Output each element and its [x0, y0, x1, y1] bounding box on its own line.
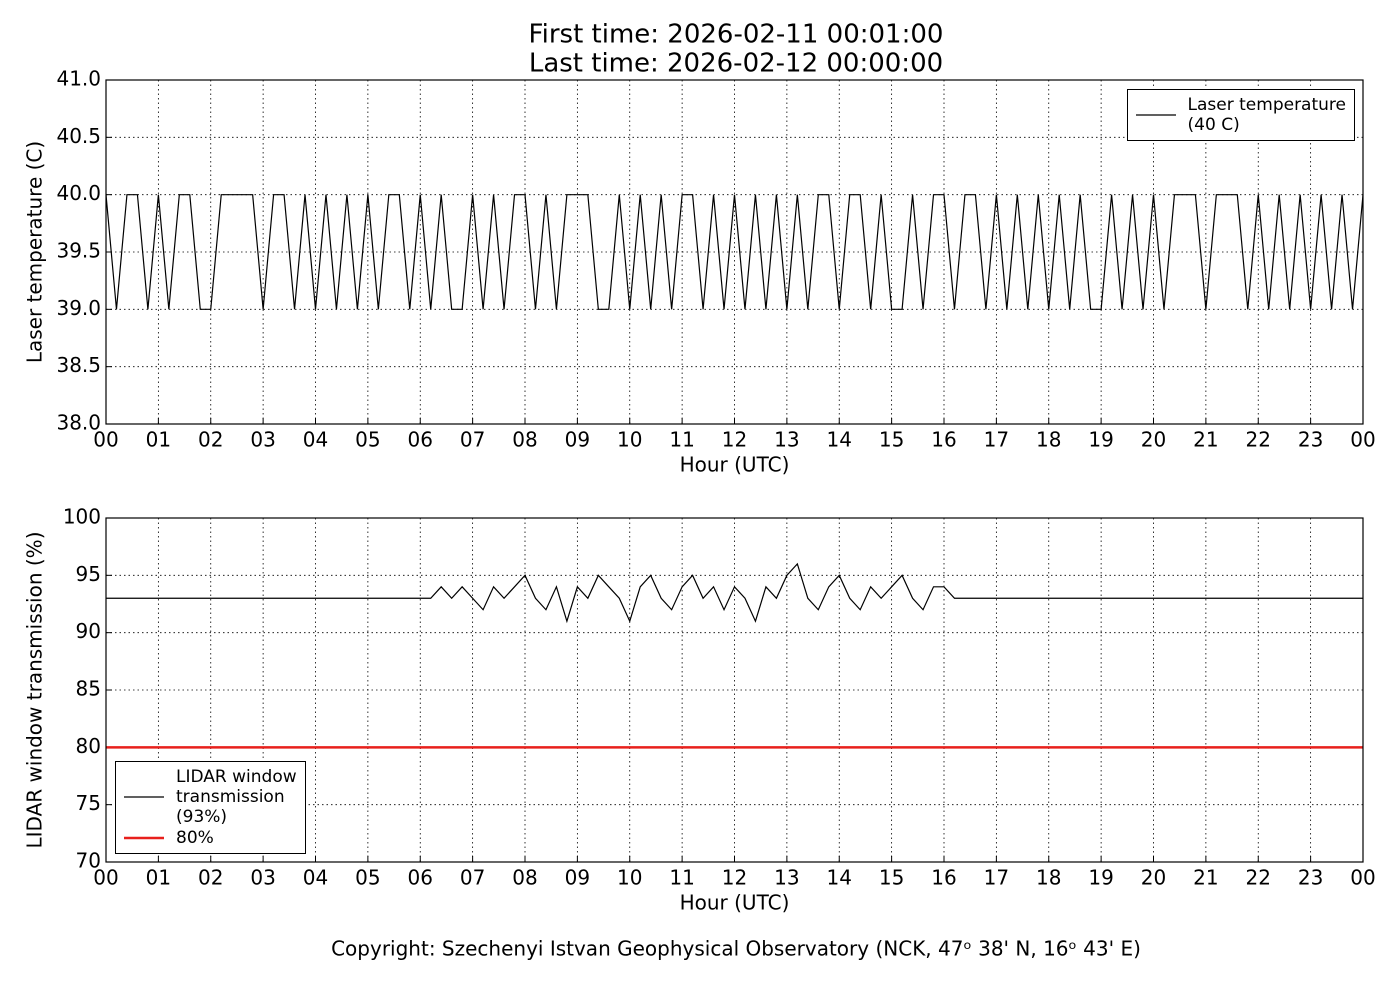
x-tick-label: 19: [1088, 428, 1113, 452]
series-line: [106, 562, 1363, 624]
x-tick-label: 08: [512, 866, 537, 890]
x-tick-label: 07: [460, 866, 485, 890]
x-tick-label: 22: [1246, 428, 1271, 452]
y-axis-label: LIDAR window transmission (%): [23, 532, 47, 849]
legend-entry: LIDAR window transmission (93%): [124, 767, 297, 827]
footer: Copyright: Szechenyi Istvan Geophysical …: [331, 937, 1141, 961]
y-tick-label: 100: [63, 505, 101, 529]
x-tick-label: 01: [146, 866, 171, 890]
x-tick-label: 14: [827, 428, 852, 452]
x-tick-label: 21: [1193, 866, 1218, 890]
x-tick-label: 18: [1036, 428, 1061, 452]
x-tick-label: 13: [774, 866, 799, 890]
y-tick-label: 80: [76, 734, 101, 758]
x-tick-label: 23: [1298, 428, 1323, 452]
x-axis-label: Hour (UTC): [680, 891, 790, 915]
x-tick-label: 10: [617, 428, 642, 452]
y-tick-label: 38.5: [56, 353, 101, 377]
legend: Laser temperature (40 C): [1126, 89, 1355, 141]
legend-label: LIDAR window transmission (93%): [176, 767, 297, 827]
x-tick-label: 03: [250, 866, 275, 890]
y-tick-label: 90: [76, 619, 101, 643]
x-tick-label: 11: [669, 428, 694, 452]
x-tick-label: 00: [1350, 428, 1375, 452]
axes-frame: [105, 79, 1364, 425]
x-tick-label: 15: [879, 428, 904, 452]
chart-subtitle: Last time: 2026-02-12 00:00:00: [529, 49, 943, 79]
x-tick-label: 03: [250, 428, 275, 452]
y-tick-label: 41.0: [56, 67, 101, 91]
series-line: [106, 194, 1363, 310]
x-tick-label: 10: [617, 866, 642, 890]
x-tick-label: 05: [355, 428, 380, 452]
legend-label: 80%: [176, 828, 214, 848]
x-tick-label: 02: [198, 866, 223, 890]
y-tick-label: 70: [76, 849, 101, 873]
x-tick-label: 07: [460, 428, 485, 452]
x-tick-label: 17: [984, 866, 1009, 890]
x-tick-label: 17: [984, 428, 1009, 452]
y-tick-label: 95: [76, 562, 101, 586]
x-tick-label: 06: [408, 428, 433, 452]
x-tick-label: 20: [1141, 428, 1166, 452]
y-tick-label: 40.5: [56, 124, 101, 148]
legend-entry: Laser temperature (40 C): [1135, 95, 1346, 135]
x-tick-label: 23: [1298, 866, 1323, 890]
x-tick-label: 04: [303, 866, 328, 890]
y-tick-label: 85: [76, 677, 101, 701]
y-tick-label: 39.0: [56, 296, 101, 320]
x-tick-label: 13: [774, 428, 799, 452]
x-tick-label: 01: [146, 428, 171, 452]
x-tick-label: 15: [879, 866, 904, 890]
x-tick-label: 00: [93, 428, 118, 452]
legend-label: Laser temperature (40 C): [1187, 95, 1346, 135]
legend-entry: 80%: [124, 828, 297, 848]
x-tick-label: 22: [1246, 866, 1271, 890]
x-tick-label: 05: [355, 866, 380, 890]
y-axis-label: Laser temperature (C): [23, 141, 47, 363]
x-tick-label: 18: [1036, 866, 1061, 890]
x-tick-label: 06: [408, 866, 433, 890]
x-tick-label: 12: [722, 866, 747, 890]
x-tick-label: 14: [827, 866, 852, 890]
legend-swatch: [124, 796, 164, 798]
x-tick-label: 20: [1141, 866, 1166, 890]
x-axis-label: Hour (UTC): [680, 453, 790, 477]
x-tick-label: 19: [1088, 866, 1113, 890]
x-tick-label: 09: [565, 866, 590, 890]
x-tick-label: 09: [565, 428, 590, 452]
x-tick-label: 11: [669, 866, 694, 890]
x-tick-label: 02: [198, 428, 223, 452]
legend: LIDAR window transmission (93%) 80%: [115, 761, 306, 854]
chart-title: First time: 2026-02-11 00:01:00: [529, 20, 944, 50]
y-tick-label: 40.0: [56, 181, 101, 205]
y-tick-label: 38.0: [56, 411, 101, 435]
y-tick-label: 75: [76, 791, 101, 815]
legend-swatch: [1135, 114, 1176, 116]
x-tick-label: 12: [722, 428, 747, 452]
x-tick-label: 00: [1350, 866, 1375, 890]
y-tick-label: 39.5: [56, 239, 101, 263]
x-tick-label: 16: [931, 866, 956, 890]
legend-swatch: [124, 836, 164, 840]
axes-frame: [105, 517, 1364, 863]
x-tick-label: 21: [1193, 428, 1218, 452]
x-tick-label: 04: [303, 428, 328, 452]
x-tick-label: 00: [93, 866, 118, 890]
x-tick-label: 16: [931, 428, 956, 452]
x-tick-label: 08: [512, 428, 537, 452]
